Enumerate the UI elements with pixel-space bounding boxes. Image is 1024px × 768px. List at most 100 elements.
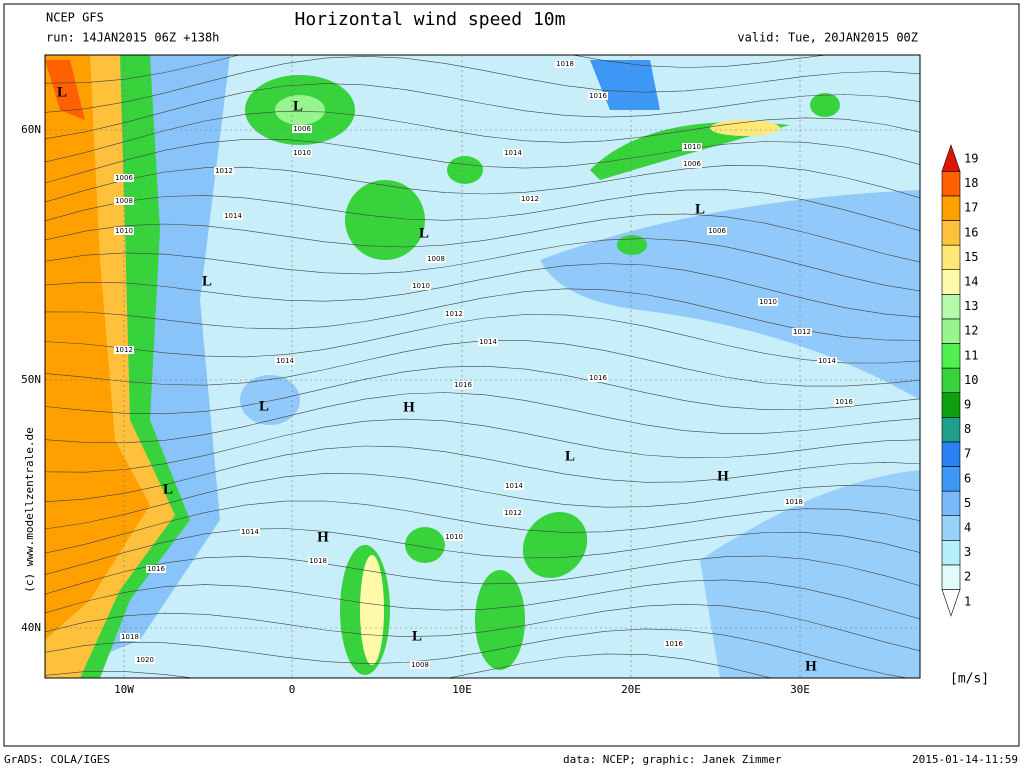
isobar-label-bg [444, 533, 464, 541]
colorbar-label: 12 [964, 324, 978, 338]
isobar-label: 1014 [479, 338, 497, 346]
colorbar-label: 7 [964, 447, 971, 461]
isobar-label: 1012 [793, 328, 811, 336]
outer-frame [3, 3, 1020, 747]
isobar-line [45, 579, 920, 620]
colorbar-arrow [941, 144, 961, 172]
pressure-center: L [293, 98, 303, 114]
isobar-line [45, 500, 920, 554]
colorbar-swatch [941, 195, 961, 221]
isobar-line [45, 418, 920, 473]
isobar-label-bg [120, 633, 140, 641]
isobar-label: 1016 [147, 565, 165, 573]
isobar-label-bg [588, 92, 608, 100]
footer-center: data: NCEP; graphic: Janek Zimmer [563, 753, 782, 766]
isobar-label: 1006 [115, 174, 133, 182]
isobar-label: 1010 [445, 533, 463, 541]
colorbar-unit: [m/s] [950, 672, 989, 687]
isobar-line [45, 603, 920, 652]
isobar-label: 1006 [683, 160, 701, 168]
isobar-label-bg [588, 374, 608, 382]
colorbar-swatch [941, 392, 961, 418]
pressure-center: L [565, 448, 575, 464]
isobar-line [45, 213, 920, 263]
colorbar-swatch [941, 466, 961, 492]
colorbar-label: 3 [964, 545, 971, 559]
colorbar-swatch [941, 490, 961, 517]
lat-label: 60N [21, 123, 41, 136]
pressure-center: L [695, 201, 705, 217]
credit: (c) www.modellzentrale.de [23, 427, 36, 593]
isobar-label: 1010 [115, 227, 133, 235]
pressure-center: L [412, 628, 422, 644]
pressure-center: L [163, 481, 173, 497]
pressure-center: L [202, 273, 212, 289]
colorbar-swatch [941, 441, 961, 467]
isobar-line [45, 340, 920, 387]
isobar-line [45, 288, 920, 341]
isobar-label-bg [410, 661, 430, 669]
colorbar-label: 19 [964, 152, 978, 166]
colorbar-swatch [941, 416, 961, 443]
pressure-center: H [403, 399, 415, 415]
isobar-label-bg [114, 227, 134, 235]
isobar-label-bg [292, 149, 312, 157]
colorbar-label: 8 [964, 422, 971, 436]
lon-label: 0 [289, 683, 296, 696]
isobar-label: 1010 [412, 282, 430, 290]
isobar-label: 1016 [454, 381, 472, 389]
colorbar-label: 6 [964, 471, 971, 485]
isobar-label: 1014 [818, 357, 836, 365]
colorbar-label: 16 [964, 225, 978, 239]
isobar-line [45, 55, 829, 84]
isobar-label: 1012 [504, 509, 522, 517]
isobar-line [45, 528, 920, 575]
isobar-line [45, 365, 920, 415]
isobar-label: 1014 [276, 357, 294, 365]
isobar-label-bg [114, 197, 134, 205]
isobar-label: 1012 [521, 195, 539, 203]
isobar-label: 1018 [556, 60, 574, 68]
isobar-line [45, 110, 920, 163]
isobar-line [45, 189, 920, 232]
colorbar-swatch [941, 220, 961, 246]
isobar-label: 1016 [835, 398, 853, 406]
isobar-label-bg [664, 640, 684, 648]
isobar-label-bg [784, 498, 804, 506]
isobar-label: 1008 [411, 661, 429, 669]
colorbar-label: 18 [964, 176, 978, 190]
isobar-label: 1012 [445, 310, 463, 318]
isobar-line [45, 138, 920, 184]
isobar-label: 1014 [241, 528, 259, 536]
colorbar-arrow [941, 589, 961, 617]
map-title: Horizontal wind speed 10m [295, 9, 566, 30]
colorbar-label: 15 [964, 250, 978, 264]
isobar-line [45, 555, 920, 595]
colorbar-swatch [941, 367, 961, 394]
isobar-label-bg [275, 357, 295, 365]
isobar-label-bg [453, 381, 473, 389]
model-name: NCEP GFS [46, 11, 104, 25]
isobar-label-bg [503, 149, 523, 157]
isobar-label: 1018 [309, 557, 327, 565]
isobar-label: 1008 [115, 197, 133, 205]
isobar-label-bg [114, 346, 134, 354]
graticule [45, 55, 920, 678]
isobar-label-bg [240, 528, 260, 536]
isobar-label-bg [426, 255, 446, 263]
isobar-line [45, 165, 920, 203]
isobar-label-bg [682, 160, 702, 168]
colorbar-label: 2 [964, 570, 971, 584]
isobar-label: 1018 [121, 633, 139, 641]
colorbar-label: 13 [964, 299, 978, 313]
isobar-line [45, 55, 920, 113]
lon-label: 20E [621, 683, 641, 696]
isobar-label-bg [758, 298, 778, 306]
isobar-label-bg [444, 310, 464, 318]
colorbar-swatch [941, 343, 961, 369]
lon-label: 10W [114, 683, 134, 696]
colorbar-swatch [941, 244, 961, 271]
colorbar-label: 14 [964, 275, 978, 289]
isobar-label-bg [146, 565, 166, 573]
